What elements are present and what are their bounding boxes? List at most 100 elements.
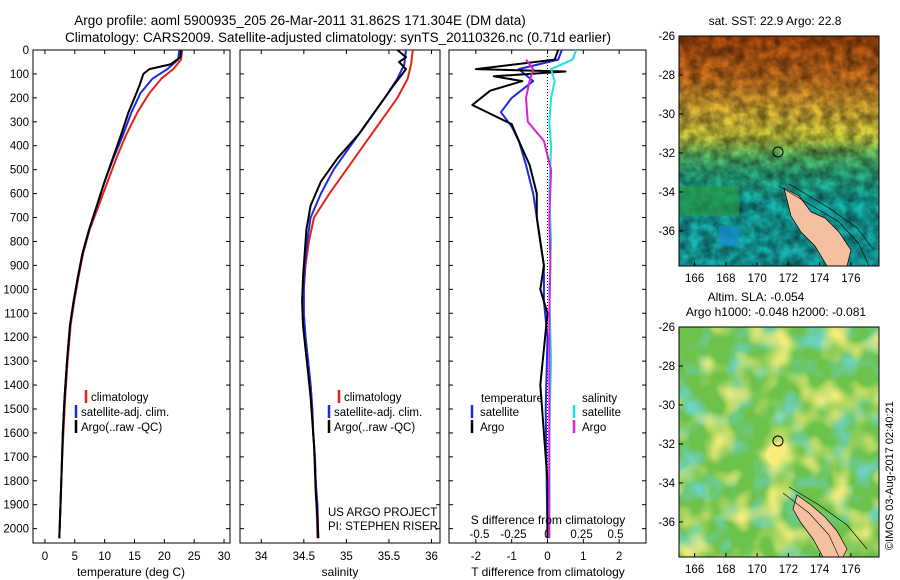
legend-label-argo: Argo(..raw -QC) <box>334 422 415 434</box>
sst-map-frame <box>678 35 880 267</box>
x-tick-label: 34.5 <box>293 551 315 563</box>
difference-panel: -2 -1 0 1 2-0.5 -0.25 0 0.25 0.5 T difference fr… <box>448 49 647 579</box>
land-mass <box>783 187 852 266</box>
map-y-tick-label: -26 <box>658 322 675 334</box>
x-tick-label: -1 <box>507 551 517 563</box>
temperature-axes <box>32 49 231 544</box>
salinity-xlabel: salinity <box>322 565 359 579</box>
y-tick-label: 100 <box>10 69 29 81</box>
x-tick-label-salinity: 0.5 <box>608 529 624 541</box>
series-line-climatology <box>302 49 414 539</box>
y-tick-label: 1300 <box>3 356 29 368</box>
x-tick-label-salinity: 0.25 <box>570 529 592 541</box>
y-tick-label: 1400 <box>3 380 29 392</box>
map-x-tick-label: 168 <box>716 273 735 285</box>
sla-map-image <box>679 327 879 557</box>
y-tick-label: 300 <box>10 117 29 129</box>
map-y-tick-label: -36 <box>658 517 675 529</box>
map-y-tick-label: -34 <box>658 478 675 490</box>
series-line-satellite-adj-clim- <box>302 49 407 539</box>
y-tick-label: 400 <box>10 141 29 153</box>
temperature-panel: 0100200300400500600700800900100011001200… <box>3 45 231 579</box>
map-x-tick-label: 174 <box>810 564 830 576</box>
x-tick-label: 5 <box>72 551 78 563</box>
y-tick-label: 1700 <box>3 452 29 464</box>
map-y-tick-label: -28 <box>658 361 675 373</box>
map-y-tick-label: -30 <box>658 400 675 412</box>
series-line-argo <box>525 58 553 539</box>
x-tick-label: 34 <box>255 551 268 563</box>
pi-annotation: PI: STEPHEN RISER <box>328 521 438 533</box>
salinity-axes <box>239 49 441 544</box>
y-tick-label: 0 <box>23 45 29 57</box>
map-x-tick-label: 176 <box>841 564 860 576</box>
y-tick-label: 1000 <box>3 284 29 296</box>
legend-label-temp-argo: Argo <box>480 422 504 434</box>
x-tick-label: 15 <box>128 551 141 563</box>
y-tick-label: 1500 <box>3 404 29 416</box>
profile-location-marker <box>772 435 784 447</box>
sst-map-panel: sat. SST: 22.9 Argo: 22.8 <box>658 14 880 285</box>
x-tick-label: 10 <box>98 551 111 563</box>
legend-label-argo: Argo(..raw -QC) <box>81 422 162 434</box>
land-mass <box>792 494 848 557</box>
sla-map-panel: Altim. SLA: -0.054 Argo h1000: -0.048 h2… <box>658 290 880 576</box>
series-line-argo <box>471 49 567 539</box>
map-y-tick-label: -32 <box>658 439 675 451</box>
map-x-tick-label: 172 <box>779 564 798 576</box>
sst-map-image <box>679 36 879 266</box>
y-tick-label: 600 <box>10 189 29 201</box>
legend-label-sal-argo: Argo <box>582 422 606 434</box>
map-y-tick-label: -36 <box>658 226 675 238</box>
y-tick-label: 700 <box>10 213 29 225</box>
legend-label-climatology: climatology <box>91 392 149 404</box>
map-y-tick-label: -30 <box>658 109 675 121</box>
imos-watermark: ©IMOS 03-Aug-2017 02:40:21 <box>884 401 896 550</box>
y-tick-label: 1800 <box>3 476 29 488</box>
series-line-satellite-adj-clim- <box>58 49 181 539</box>
y-tick-label: 1200 <box>3 332 29 344</box>
bathymetry-contour <box>788 183 875 251</box>
x-tick-label: 20 <box>158 551 171 563</box>
bathymetry-contour <box>778 185 870 266</box>
y-tick-label: 2000 <box>3 524 29 536</box>
map-x-tick-label: 170 <box>748 273 767 285</box>
x-tick-label: 35 <box>340 551 353 563</box>
sla-map-frame <box>678 326 880 558</box>
x-tick-label: 0 <box>544 551 550 563</box>
legend-label-sal-satellite: satellite <box>582 407 621 419</box>
map-x-tick-label: 170 <box>748 564 767 576</box>
x-tick-label: 35.5 <box>378 551 400 563</box>
bathymetry-contour <box>782 492 840 557</box>
map-y-tick-label: -34 <box>658 187 675 199</box>
map-y-tick-label: -32 <box>658 148 675 160</box>
difference-legend: temperature salinity satellite Argo sate… <box>470 393 621 434</box>
project-annotation: US ARGO PROJECT <box>328 507 437 519</box>
salinity-panel: 34 34.5 35 35.5 36 salinity climatology sate… <box>239 49 441 579</box>
legend-label-satellite-adj: satellite-adj. clim. <box>81 407 169 419</box>
series-line-argo-raw-qc- <box>58 49 182 539</box>
legend-label-temp-satellite: satellite <box>480 407 519 419</box>
x-tick-label-salinity: -0.5 <box>470 529 490 541</box>
header-line-1: Argo profile: aoml 5900935_205 26-Mar-20… <box>74 13 526 28</box>
map-x-tick-label: 168 <box>716 564 735 576</box>
y-tick-label: 1600 <box>3 428 29 440</box>
x-tick-label: 0 <box>42 551 48 563</box>
bathymetry-contour <box>788 486 868 550</box>
sla-map-title: Altim. SLA: -0.054 <box>708 290 805 304</box>
map-x-tick-label: 166 <box>685 564 704 576</box>
y-tick-label: 1100 <box>4 308 29 320</box>
y-tick-label: 200 <box>10 93 29 105</box>
map-x-tick-label: 176 <box>841 273 860 285</box>
series-line-satellite <box>499 49 563 539</box>
x-tick-label: 2 <box>616 551 622 563</box>
y-tick-label: 900 <box>10 260 29 272</box>
map-x-tick-label: 166 <box>685 273 704 285</box>
x-tick-label: 30 <box>218 551 231 563</box>
y-tick-label: 800 <box>10 236 29 248</box>
temperature-xlabel: temperature (deg C) <box>77 565 185 579</box>
x-tick-label: -2 <box>471 551 481 563</box>
x-tick-label: 25 <box>188 551 201 563</box>
series-line-climatology <box>58 49 184 539</box>
salinity-legend: climatology satellite-adj. clim. Argo(..… <box>327 390 422 434</box>
